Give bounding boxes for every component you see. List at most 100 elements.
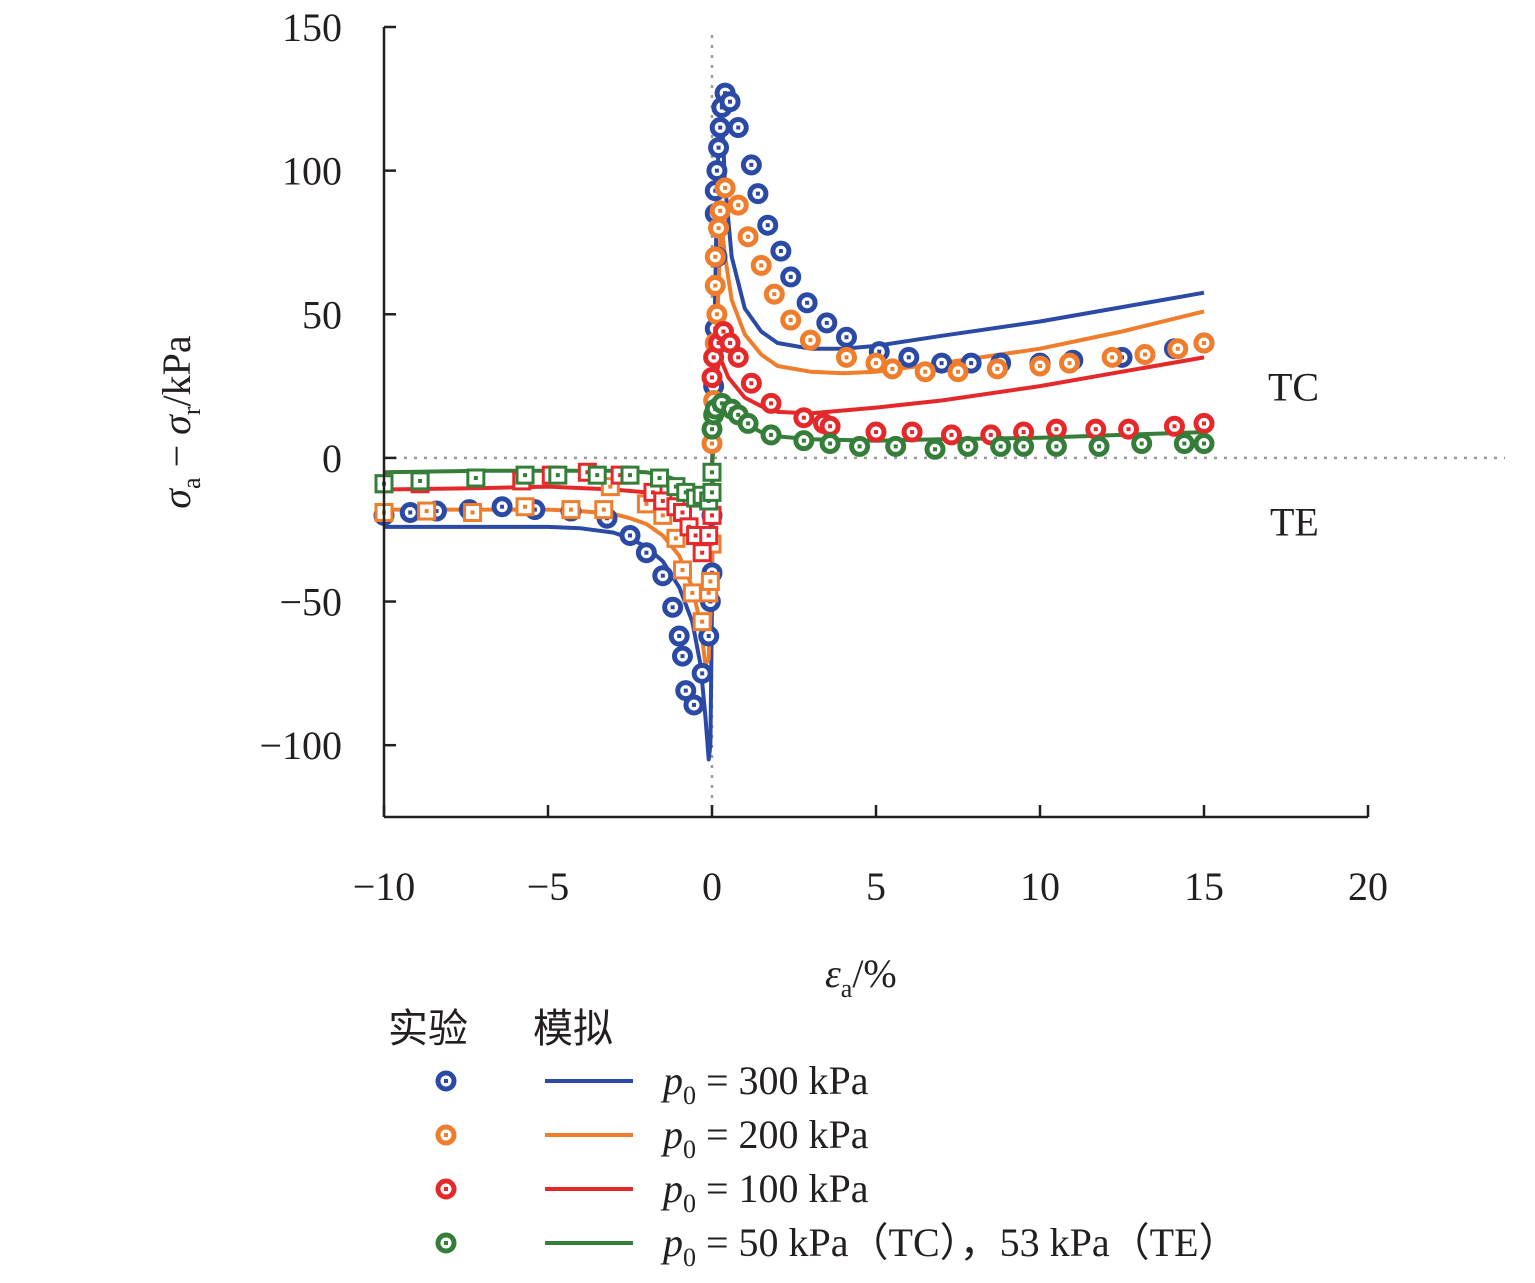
series-3-tc-marker-center: [1054, 444, 1059, 449]
series-3-te-marker-center: [555, 473, 560, 478]
series-0-te-marker-center: [500, 504, 505, 509]
series-0-tc-marker-center: [788, 274, 793, 279]
series-0-tc-marker-center: [714, 168, 719, 173]
series-3-te-marker-center: [710, 470, 714, 475]
series-1-te-marker-center: [690, 590, 695, 595]
series-1-te-marker-center: [680, 567, 685, 572]
series-1-tc-marker-center: [956, 369, 960, 374]
series-1-tc-marker-center: [844, 355, 849, 360]
series-3-te-marker-center: [473, 476, 478, 481]
series-1-tc-marker-center: [1175, 346, 1180, 351]
series-3-tc-marker-center: [719, 401, 724, 406]
series-1-tc-marker-center: [716, 226, 721, 231]
series-3-tc-marker-center: [893, 444, 898, 449]
y-axis-subscript-2: r: [177, 406, 206, 415]
series-0-te-marker-center: [408, 510, 413, 515]
simulation-curves: [383, 111, 1205, 762]
legend-marker-center: [444, 1241, 448, 1245]
series-2-te-marker-center: [650, 490, 655, 495]
y-axis-minus: −: [154, 435, 199, 478]
series-1-tc-marker-center: [718, 208, 723, 213]
series-2-tc-marker-center: [949, 432, 954, 437]
series-1-te-marker-center: [608, 484, 613, 489]
series-2-tc-marker-center: [736, 355, 741, 360]
series-1-tc-marker-center: [874, 361, 878, 366]
series-3-tc-marker-center: [857, 444, 862, 449]
series-1-tc-marker-center: [808, 338, 813, 343]
y-tick-label: −50: [279, 580, 342, 625]
series-0-tc-marker-center: [716, 145, 721, 150]
series-2-te-marker-center: [710, 513, 714, 518]
series-1-tc-marker-center: [736, 203, 741, 208]
series-2-te-marker-center: [700, 550, 705, 555]
y-axis-unit: /kPa: [154, 335, 199, 406]
x-axis-symbol: ε: [825, 951, 841, 996]
series-1-te-marker-center: [708, 579, 713, 584]
series-1-simulation: [384, 226, 1205, 667]
series-1-tc-marker-center: [746, 234, 751, 239]
series-2-te-marker-center: [680, 510, 685, 515]
series-0-te-marker-center: [434, 509, 439, 514]
series-1-te-marker-center: [424, 509, 429, 514]
x-tick-label: −10: [353, 864, 416, 909]
series-1-te-marker-center: [673, 536, 678, 541]
series-3-experiment: [374, 392, 1215, 511]
series-3-tc-marker-center: [1021, 444, 1026, 449]
legend-header-experiment: 实验: [388, 1006, 468, 1051]
series-1-te-marker-center: [470, 510, 475, 515]
series-1-experiment: [374, 177, 1215, 632]
series-0-tc-marker-center: [765, 223, 770, 228]
series-3-tc-marker-center: [1139, 441, 1144, 446]
series-3-tc-marker-center: [769, 432, 774, 437]
series-0-tc-marker-center: [778, 249, 783, 254]
series-1-te-marker-center: [568, 507, 573, 512]
series-1-tc-marker-center: [1202, 341, 1206, 345]
series-0-tc-marker-center: [844, 335, 849, 340]
series-2-tc-marker-center: [721, 329, 726, 334]
series-0-tc-marker-center: [718, 125, 723, 130]
series-0-tc-marker-center: [755, 191, 760, 196]
series-2-tc-marker-center: [1054, 427, 1059, 432]
series-3-tc-marker-center: [736, 412, 741, 417]
series-2-tc-marker-center: [801, 415, 806, 420]
y-tick-label: −100: [259, 723, 342, 768]
series-1-tc-marker-center: [714, 312, 719, 317]
x-axis-unit: /%: [852, 951, 896, 996]
series-1-tc-marker-center: [890, 366, 895, 371]
series-2-tc-marker-center: [716, 341, 721, 345]
y-axis-title: σa − σr/kPa: [154, 335, 206, 509]
series-3-te-marker-center: [683, 490, 688, 495]
legend-entry-1: p0 = 200 kPa: [435, 1112, 869, 1164]
series-2-tc-marker-center: [728, 341, 733, 345]
x-tick-label: 20: [1348, 864, 1388, 909]
series-3-te-marker-center: [673, 484, 678, 489]
series-1-tc-marker-center: [713, 283, 718, 288]
y-tick-label: 100: [282, 149, 342, 194]
series-3-te-marker-center: [710, 490, 714, 495]
series-2-tc-marker-center: [1172, 424, 1177, 429]
series-3-tc-marker-center: [801, 438, 806, 443]
series-0-tc-marker-center: [969, 361, 974, 366]
legend-label: p0 = 50 kPa（TC），53 kPa（TE）: [660, 1220, 1239, 1272]
series-1-te-marker-center: [644, 501, 649, 506]
series-1-te-marker-center: [523, 504, 528, 509]
series-1-tc-marker-center: [923, 369, 928, 374]
series-3-te-marker-center: [523, 473, 528, 478]
legend-entry-3: p0 = 50 kPa（TC），53 kPa（TE）: [435, 1220, 1239, 1272]
series-3-tc-marker-center: [828, 441, 833, 446]
y-axis-symbol-1: σ: [154, 488, 199, 509]
series-1-tc-marker-center: [723, 185, 728, 190]
series-0-simulation-tc-curve: [710, 111, 1205, 473]
series-1-te-marker-center: [706, 590, 711, 595]
series-2-tc-marker-center: [769, 401, 774, 406]
series-0-tc-marker-center: [824, 320, 829, 325]
legend-entry-2: p0 = 100 kPa: [435, 1166, 869, 1218]
series-2-tc-marker-center: [1126, 427, 1131, 432]
series-0-tc-marker-center: [728, 99, 733, 104]
series-0-te-marker-center: [683, 688, 688, 693]
series-0-te-marker-center: [660, 573, 665, 578]
series-1-tc-marker-center: [710, 441, 714, 446]
